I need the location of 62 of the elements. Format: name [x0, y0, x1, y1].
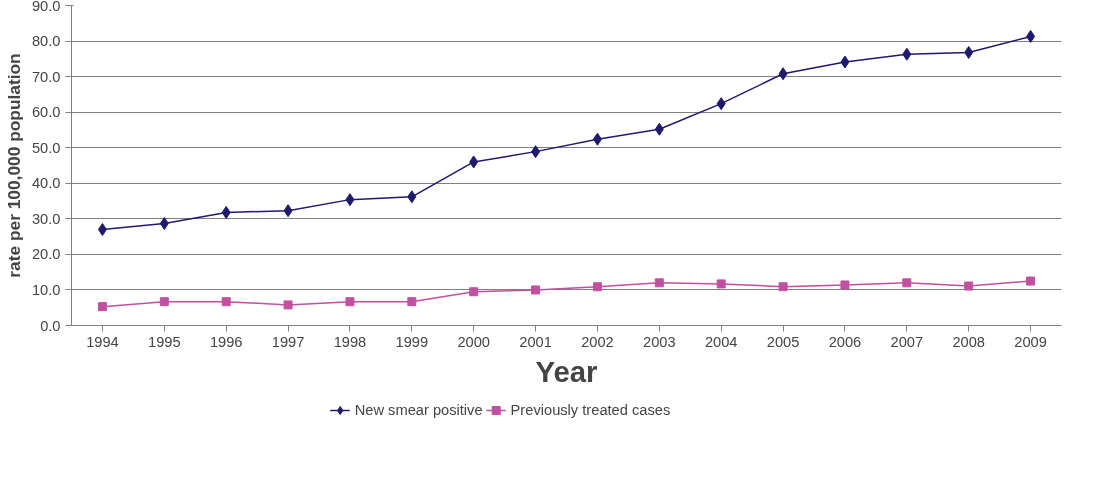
point — [531, 145, 541, 159]
x-tick-label: 2008 — [952, 333, 985, 350]
point — [97, 223, 107, 236]
point — [221, 297, 231, 307]
point — [407, 190, 417, 204]
y-tick-label: 0.0 — [40, 317, 61, 334]
point — [159, 216, 169, 230]
point — [902, 278, 912, 288]
point — [778, 282, 788, 292]
x-tick-label: 1997 — [271, 333, 305, 350]
y-tick-label: 50.0 — [31, 139, 61, 156]
y-tick-label: 70.0 — [31, 68, 61, 85]
point — [345, 297, 355, 307]
x-tick-label: 1998 — [333, 333, 367, 350]
y-tick-label: 80.0 — [31, 33, 61, 50]
x-tick-label: 2000 — [457, 333, 490, 350]
point — [469, 287, 479, 297]
y-tick-label: 40.0 — [31, 175, 61, 192]
x-tick-label: 2006 — [828, 333, 862, 350]
point — [159, 297, 169, 307]
point — [592, 132, 602, 146]
legend-label: Previously treated cases — [510, 402, 671, 418]
y-tick-label: 10.0 — [31, 281, 61, 298]
x-tick-label: 2005 — [766, 333, 800, 350]
x-tick-label: 2003 — [643, 333, 676, 350]
point — [1026, 276, 1036, 286]
x-tick-label: 1996 — [209, 333, 243, 350]
point — [964, 45, 974, 59]
point — [654, 122, 664, 136]
legend-label: New smear positive — [354, 402, 483, 418]
point — [407, 297, 417, 307]
point — [778, 67, 788, 81]
point — [716, 279, 726, 289]
y-tick-label: 90.0 — [31, 0, 61, 14]
x-tick-label: 2007 — [890, 333, 924, 350]
y-tick-label: 20.0 — [31, 246, 61, 263]
point — [283, 300, 293, 310]
x-tick-label: 2004 — [704, 333, 738, 350]
point — [469, 155, 479, 169]
x-tick-label: 2001 — [519, 333, 552, 350]
point — [964, 281, 974, 291]
point — [840, 280, 850, 290]
x-tick-label: 1999 — [395, 333, 429, 350]
point — [902, 47, 912, 61]
point — [97, 302, 107, 312]
point — [283, 204, 293, 218]
point — [531, 285, 541, 295]
x-tick-label: 2009 — [1014, 333, 1047, 350]
point — [1026, 29, 1036, 43]
y-tick-label: 60.0 — [31, 104, 61, 121]
x-tick-label: 1995 — [148, 333, 181, 350]
point — [221, 205, 231, 219]
point — [716, 97, 726, 111]
point — [592, 282, 602, 292]
x-tick-label: 2002 — [581, 333, 614, 350]
point — [840, 55, 850, 69]
y-axis-title: rate per 100,000 population — [3, 53, 24, 278]
y-tick-label: 30.0 — [31, 210, 61, 227]
x-axis-title: Year — [535, 354, 598, 388]
point — [345, 193, 355, 207]
point — [654, 278, 664, 288]
x-tick-label: 1994 — [86, 333, 119, 350]
